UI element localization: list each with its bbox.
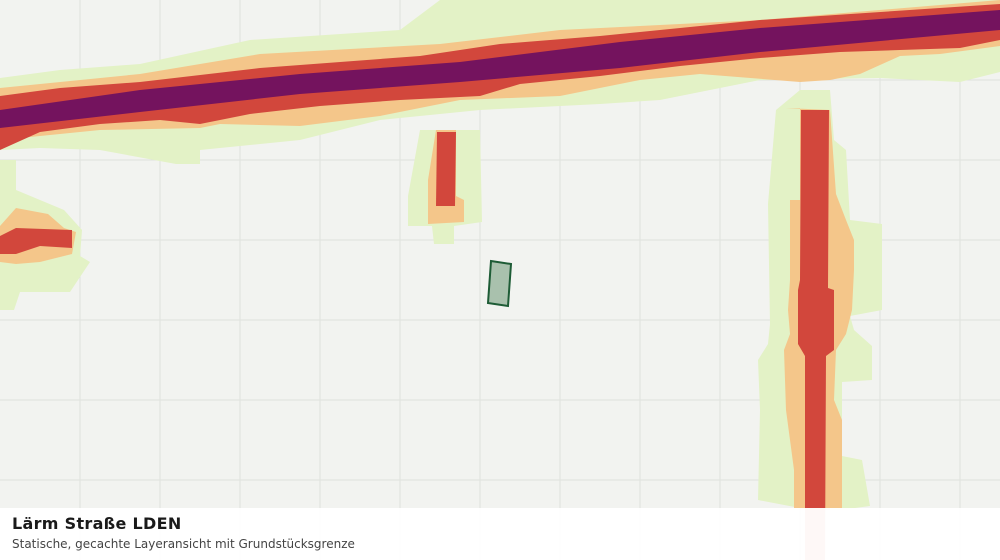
caption-subtitle: Statische, gecachte Layeransicht mit Gru…	[12, 537, 355, 551]
parcel-boundary[interactable]	[486, 259, 513, 308]
zone	[436, 132, 456, 206]
caption-panel: Lärm Straße LDEN Statische, gecachte Lay…	[0, 508, 1000, 560]
caption-title: Lärm Straße LDEN	[12, 514, 182, 533]
zone	[0, 228, 72, 254]
noise-zone-very-high	[0, 10, 1000, 128]
zone	[798, 110, 834, 560]
